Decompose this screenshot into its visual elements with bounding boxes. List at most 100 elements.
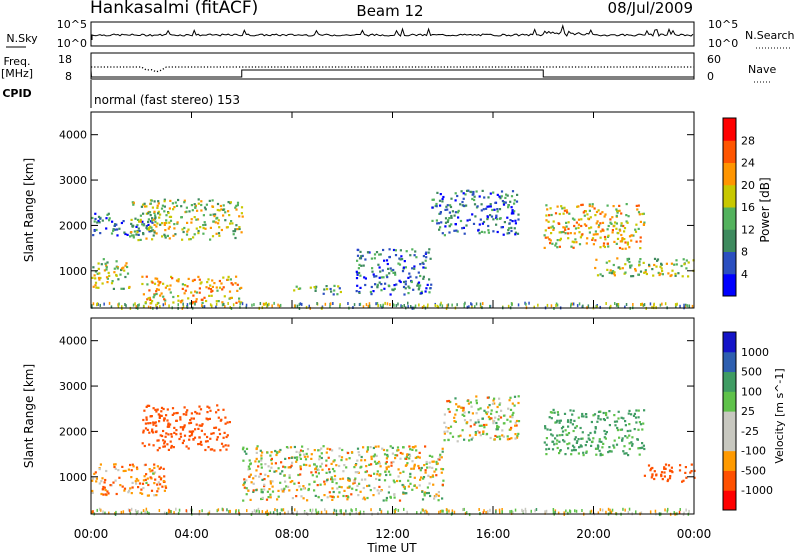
data-cell: [357, 267, 360, 270]
data-cell: [366, 448, 369, 451]
data-cell: [562, 212, 565, 215]
data-cell: [195, 412, 198, 415]
data-cell: [626, 243, 629, 246]
data-cell: [317, 449, 320, 452]
data-cell: [138, 229, 141, 233]
data-cell: [148, 226, 151, 229]
data-cell: [146, 477, 149, 480]
data-cell: [620, 428, 624, 431]
data-cell: [205, 203, 208, 206]
data-cell: [562, 425, 565, 428]
data-cell: [204, 448, 207, 452]
data-cell: [111, 280, 114, 283]
ground-scatter-cell: [134, 509, 137, 513]
data-cell: [557, 222, 560, 225]
ground-scatter-cell: [676, 302, 678, 306]
data-cell: [102, 493, 105, 496]
data-cell: [545, 443, 548, 446]
data-cell: [380, 283, 383, 286]
data-cell: [347, 451, 350, 455]
data-cell: [188, 238, 191, 241]
data-cell: [681, 480, 684, 483]
data-cell: [559, 239, 562, 242]
data-cell: [637, 204, 640, 207]
data-cell: [157, 301, 160, 305]
ground-scatter-cell: [201, 509, 203, 513]
data-cell: [637, 416, 640, 419]
data-cell: [551, 411, 554, 414]
ground-scatter-cell: [130, 507, 133, 511]
data-cell: [157, 202, 160, 205]
data-cell: [149, 298, 152, 301]
data-cell: [445, 426, 448, 429]
data-cell: [295, 456, 299, 459]
ground-scatter-cell: [509, 510, 511, 514]
ground-scatter-cell: [316, 302, 318, 305]
data-cell: [320, 499, 323, 502]
ground-scatter-cell: [367, 304, 370, 308]
ground-scatter-cell: [421, 508, 424, 512]
ground-scatter-cell: [178, 508, 181, 512]
data-cell: [310, 471, 313, 474]
data-cell: [355, 277, 359, 280]
data-cell: [581, 437, 584, 440]
data-cell: [358, 263, 361, 266]
data-cell: [431, 206, 434, 209]
data-cell: [204, 208, 207, 211]
data-cell: [584, 413, 588, 416]
data-cell: [153, 217, 157, 220]
data-cell: [188, 438, 191, 441]
data-cell: [107, 271, 110, 274]
data-cell: [100, 480, 103, 483]
colorbar-tick-label: 4: [741, 268, 748, 281]
ground-scatter-cell: [555, 304, 557, 307]
data-cell: [377, 445, 380, 448]
data-cell: [487, 406, 490, 409]
data-cell: [642, 444, 645, 447]
data-cell: [91, 216, 94, 220]
data-cell: [302, 463, 306, 466]
data-cell: [356, 484, 359, 487]
data-cell: [179, 418, 182, 421]
data-cell: [151, 217, 154, 220]
ground-scatter-cell: [567, 511, 569, 515]
data-cell: [634, 416, 638, 419]
data-cell: [490, 409, 493, 412]
data-cell: [144, 422, 147, 425]
data-cell: [358, 482, 361, 485]
data-cell: [360, 255, 363, 258]
data-cell: [554, 244, 557, 247]
data-cell: [429, 257, 432, 260]
data-cell: [289, 446, 293, 449]
data-cell: [105, 469, 108, 473]
data-cell: [387, 470, 391, 473]
ground-scatter-cell: [159, 305, 161, 309]
data-cell: [355, 270, 358, 273]
data-cell: [193, 300, 196, 304]
data-cell: [627, 412, 630, 415]
data-cell: [181, 441, 184, 445]
data-cell: [214, 213, 217, 216]
data-cell: [615, 208, 618, 211]
data-cell: [413, 476, 416, 479]
data-cell: [166, 234, 169, 237]
data-cell: [412, 288, 415, 291]
data-cell: [284, 480, 287, 483]
data-cell: [379, 473, 382, 476]
data-cell: [485, 423, 488, 426]
data-cell: [400, 255, 403, 258]
data-cell: [448, 217, 451, 220]
data-cell: [572, 241, 576, 244]
data-cell: [590, 444, 593, 447]
data-cell: [446, 400, 449, 403]
ground-scatter-cell: [679, 508, 681, 511]
data-cell: [442, 195, 445, 199]
data-cell: [142, 431, 145, 434]
data-cell: [124, 275, 127, 279]
ground-scatter-cell: [510, 511, 513, 515]
data-cell: [123, 231, 126, 234]
data-cell: [141, 223, 144, 226]
ground-scatter-cell: [627, 511, 630, 514]
data-cell: [359, 466, 362, 469]
data-cell: [606, 204, 609, 207]
